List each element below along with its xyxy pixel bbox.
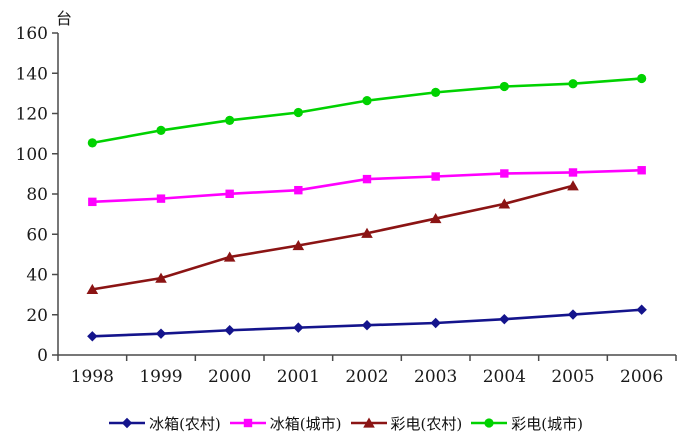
data-point-circle [87, 138, 97, 148]
x-axis-category-label: 2002 [345, 367, 388, 387]
data-point-circle [568, 79, 578, 89]
legend-item-refrigerator-rural: 冰箱(农村) [109, 413, 221, 434]
data-point-triangle [292, 240, 305, 251]
data-point-diamond [361, 320, 373, 331]
y-axis-tick-label: 60 [26, 225, 48, 245]
legend-item-tv-urban: 彩电(城市) [471, 413, 583, 434]
x-axis-category-label: 2005 [551, 367, 594, 387]
data-point-diamond [293, 322, 304, 333]
data-point-circle [156, 125, 166, 136]
data-point-square [225, 189, 234, 198]
legend-swatch-triangle-icon [350, 417, 387, 428]
data-point-circle [637, 73, 647, 84]
legend-item-tv-rural: 彩电(农村) [350, 413, 463, 434]
y-axis-tick-label: 40 [26, 266, 48, 286]
series-line [92, 184, 574, 291]
data-point-square [431, 172, 440, 181]
legend-label: 彩电(农村) [390, 414, 463, 433]
data-point-square [88, 197, 97, 207]
data-point-square [156, 194, 166, 203]
chart-legend: 冰箱(农村) 冰箱(城市) 彩电(农村) 彩电(城市) [0, 408, 692, 438]
x-axis-category-label: 2000 [208, 367, 251, 387]
legend-label: 冰箱(农村) [149, 414, 221, 433]
data-point-diamond [430, 317, 441, 329]
line-chart: 0 20 40 60 80 100 120 140 160 台 1998 1999 2000 2001 20… [16, 9, 677, 387]
series-冰箱(城市) [88, 166, 646, 207]
data-point-square [637, 166, 646, 175]
data-point-triangle [362, 417, 375, 428]
data-point-square [568, 168, 578, 177]
data-point-triangle [429, 213, 442, 224]
legend-item-refrigerator-urban: 冰箱(城市) [229, 413, 342, 434]
y-axis-tick-label: 140 [16, 64, 48, 84]
legend-swatch-square-icon [229, 418, 266, 428]
data-point-diamond [87, 331, 98, 342]
data-point-diamond [224, 325, 235, 336]
y-axis-tick-label: 20 [26, 306, 48, 326]
data-point-diamond [121, 417, 133, 429]
x-axis-category-label: 2001 [277, 367, 320, 387]
data-point-triangle [155, 272, 167, 283]
series-line [92, 77, 642, 145]
data-point-square [294, 185, 303, 195]
series-冰箱(农村) [87, 304, 647, 342]
legend-swatch-circle-icon [471, 418, 508, 428]
data-point-circle [431, 87, 441, 97]
x-axis-category-label: 1999 [139, 367, 182, 387]
legend-label: 彩电(城市) [511, 414, 583, 433]
data-point-triangle [361, 227, 373, 238]
data-point-square [500, 169, 509, 178]
series-彩电(城市) [87, 73, 647, 148]
series-彩电(农村) [86, 180, 579, 294]
data-point-diamond [636, 304, 647, 315]
y-axis-unit-label: 台 [56, 9, 72, 28]
y-axis-tick-label: 80 [26, 185, 48, 205]
y-axis-tick-label: 100 [16, 145, 48, 165]
data-point-diamond [567, 309, 579, 320]
data-point-circle [499, 81, 509, 92]
axis-lines [57, 33, 676, 356]
data-point-circle [225, 115, 235, 125]
x-axis-category-label: 2003 [414, 367, 457, 387]
legend-swatch-diamond-icon [109, 417, 146, 429]
data-point-triangle [86, 283, 99, 294]
data-point-square [243, 418, 252, 428]
data-point-triangle [567, 180, 579, 191]
x-axis-category-label: 2006 [620, 367, 663, 387]
data-point-diamond [155, 328, 167, 339]
legend-label: 冰箱(城市) [269, 414, 342, 433]
data-point-diamond [499, 313, 510, 325]
data-point-triangle [223, 251, 236, 262]
data-point-circle [362, 96, 372, 106]
x-axis-category-label: 2004 [483, 367, 526, 387]
y-axis-tick-label: 120 [16, 105, 48, 125]
y-axis-tick-label: 160 [16, 24, 48, 44]
data-point-circle [293, 107, 303, 118]
data-point-triangle [498, 198, 511, 209]
y-axis-tick-label: 0 [37, 346, 48, 366]
data-point-circle [484, 418, 494, 428]
x-axis-category-label: 1998 [71, 367, 114, 387]
data-point-square [362, 174, 372, 184]
